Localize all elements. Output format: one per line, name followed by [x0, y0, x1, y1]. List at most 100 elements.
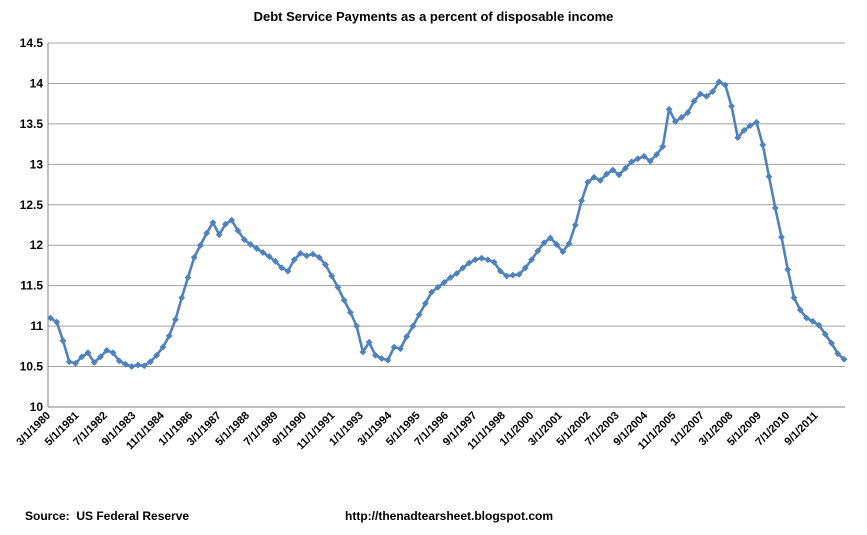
data-point-marker	[834, 350, 842, 358]
data-point-marker	[209, 219, 217, 226]
data-point-marker	[84, 349, 92, 357]
data-point-marker	[78, 353, 86, 361]
data-point-marker	[434, 283, 442, 291]
data-point-marker	[640, 152, 648, 160]
data-point-marker	[528, 256, 535, 264]
data-point-marker	[815, 321, 823, 329]
data-point-marker	[759, 141, 767, 149]
data-point-marker	[103, 346, 111, 354]
data-point-marker	[840, 355, 848, 363]
data-point-marker	[715, 78, 723, 86]
data-point-marker	[365, 338, 373, 346]
data-point-marker	[478, 254, 486, 262]
data-point-marker	[621, 164, 629, 172]
data-point-marker	[159, 343, 167, 351]
data-point-marker	[484, 256, 492, 264]
data-point-marker	[709, 88, 717, 95]
data-point-marker	[609, 166, 617, 174]
data-point-marker	[696, 90, 704, 98]
y-axis-tick-label: 10.5	[20, 360, 44, 374]
data-point-marker	[628, 158, 635, 166]
data-point-marker	[409, 322, 417, 330]
data-point-marker	[590, 173, 598, 181]
data-point-marker	[197, 241, 204, 249]
data-point-marker	[234, 227, 242, 235]
data-point-marker	[340, 296, 348, 304]
data-point-marker	[178, 294, 186, 302]
data-point-marker	[671, 118, 679, 125]
y-axis-tick-label: 14	[30, 76, 44, 90]
data-point-marker	[415, 311, 423, 319]
data-point-marker	[534, 247, 542, 255]
data-point-marker	[265, 253, 273, 260]
data-point-marker	[728, 102, 735, 110]
data-point-marker	[553, 241, 560, 248]
data-point-marker	[690, 97, 698, 105]
data-point-marker	[240, 236, 248, 243]
data-point-marker	[347, 308, 354, 316]
data-point-marker	[90, 359, 98, 366]
data-point-marker	[309, 250, 317, 258]
data-point-marker	[753, 118, 760, 126]
data-point-marker	[509, 271, 517, 279]
y-axis-tick-label: 14.5	[20, 36, 44, 50]
data-point-marker	[290, 256, 298, 264]
data-point-marker	[684, 109, 692, 116]
data-point-marker	[353, 322, 361, 330]
data-point-marker	[272, 258, 279, 265]
data-point-marker	[521, 264, 529, 272]
data-point-marker	[803, 314, 810, 322]
data-point-marker	[384, 356, 392, 364]
data-point-marker	[471, 256, 479, 264]
data-point-marker	[771, 204, 779, 212]
y-axis-tick-label: 12.5	[20, 198, 44, 212]
data-point-marker	[503, 272, 511, 280]
data-point-marker	[496, 267, 504, 275]
data-point-marker	[765, 173, 773, 180]
y-axis-tick-label: 11	[30, 319, 43, 333]
data-point-marker	[646, 157, 654, 165]
data-point-marker	[215, 231, 223, 239]
data-point-marker	[678, 114, 685, 121]
data-point-marker	[634, 155, 642, 163]
data-point-marker	[784, 266, 792, 273]
data-point-marker	[328, 272, 336, 280]
data-point-marker	[453, 270, 461, 277]
data-point-marker	[259, 249, 267, 256]
data-point-marker	[584, 178, 592, 186]
data-point-marker	[172, 316, 179, 324]
data-point-marker	[821, 330, 829, 338]
data-point-marker	[359, 348, 367, 356]
data-point-marker	[828, 339, 835, 347]
data-point-marker	[740, 126, 748, 134]
data-point-marker	[746, 122, 754, 129]
data-point-marker	[303, 252, 311, 260]
data-point-marker	[165, 332, 173, 340]
data-point-marker	[515, 270, 523, 278]
source-label: Source: US Federal Reserve	[25, 509, 190, 523]
data-point-marker	[596, 177, 604, 184]
data-point-marker	[396, 345, 404, 353]
data-point-marker	[115, 357, 123, 365]
data-point-marker	[665, 105, 673, 113]
data-point-marker	[403, 333, 411, 341]
data-point-marker	[540, 239, 548, 247]
url-label: http://thenadtearsheet.blogspot.com	[345, 509, 554, 523]
data-point-marker	[378, 355, 386, 362]
data-point-marker	[184, 274, 192, 281]
data-point-marker	[128, 363, 136, 370]
data-point-marker	[428, 288, 436, 296]
data-point-marker	[228, 216, 236, 224]
data-point-marker	[490, 258, 498, 266]
data-point-marker	[297, 249, 304, 257]
data-point-marker	[334, 283, 342, 291]
data-point-marker	[615, 171, 623, 179]
data-point-marker	[371, 351, 379, 359]
y-axis-tick-label: 12	[30, 238, 44, 252]
data-point-marker	[247, 241, 254, 248]
data-point-marker	[546, 234, 554, 242]
data-point-marker	[703, 92, 710, 100]
data-point-marker	[134, 361, 142, 369]
data-point-marker	[147, 358, 154, 366]
